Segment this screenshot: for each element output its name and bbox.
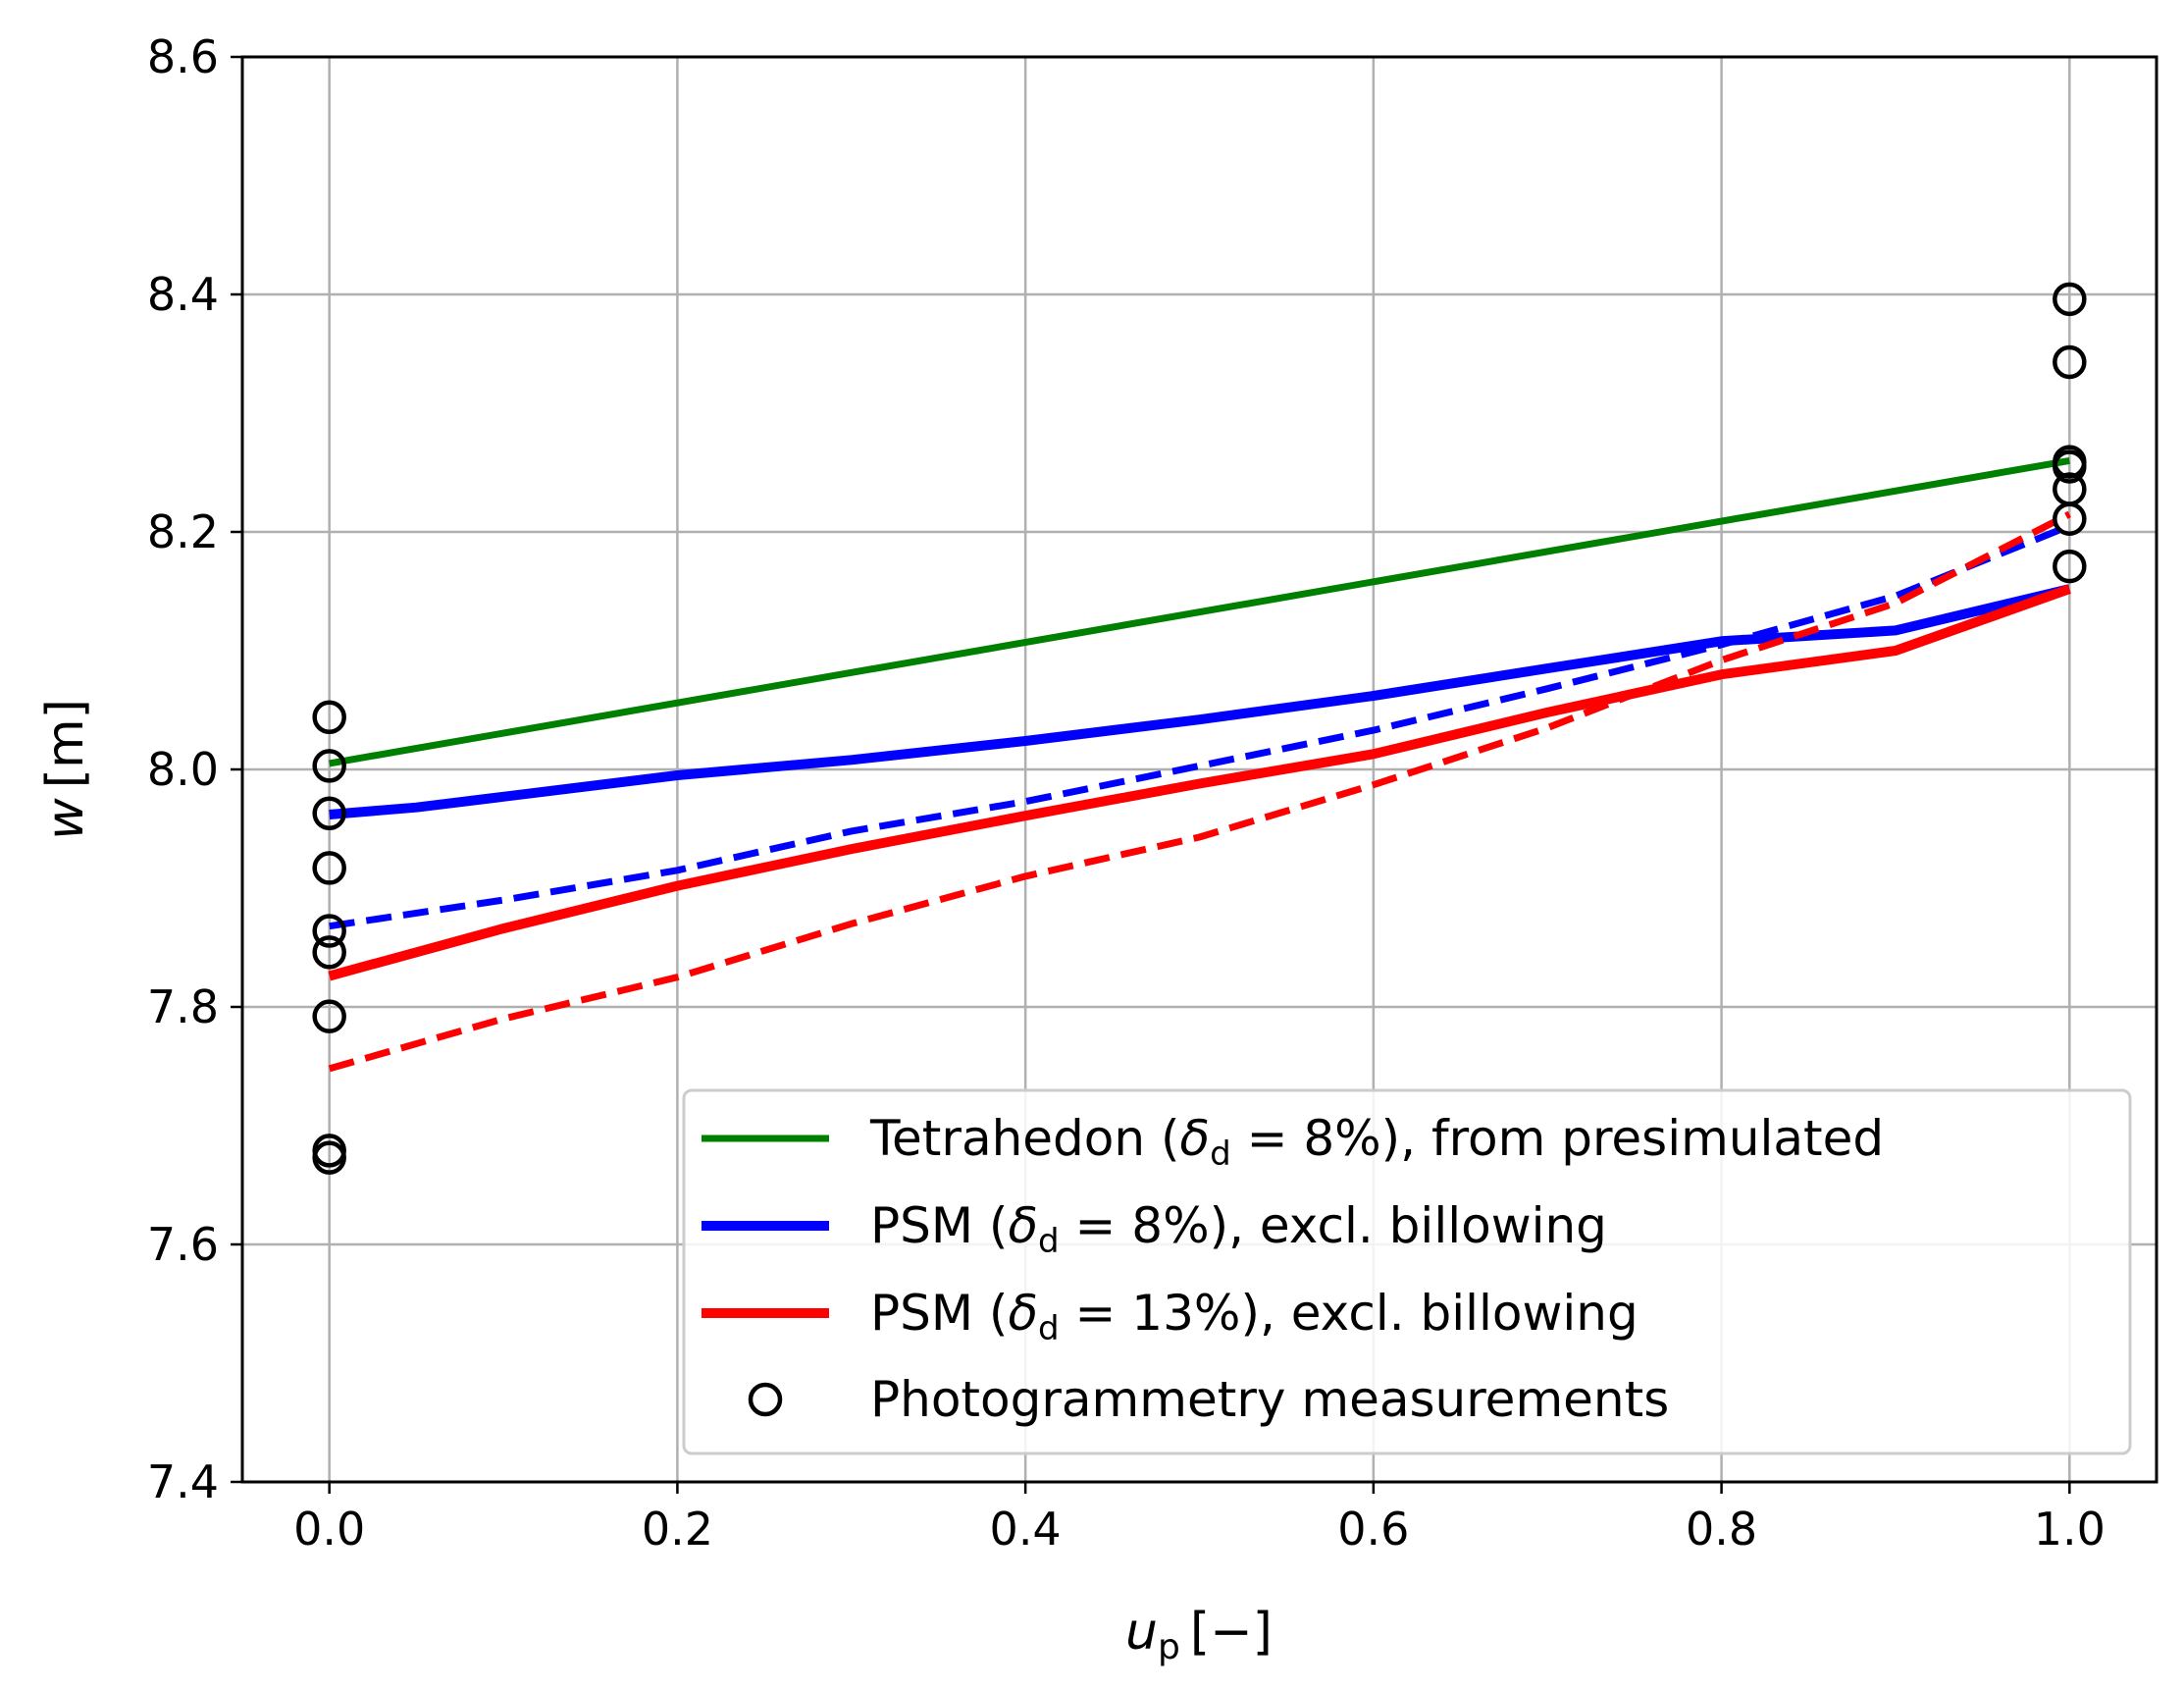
x-ticks: 0.0 0.2 0.4 0.6 0.8 1.0	[293, 1482, 2106, 1556]
series-layer	[328, 456, 2071, 1073]
y-tick-label: 8.4	[147, 268, 219, 321]
legend-label-psm-8: PSM (δd = 8%), excl. billowing	[870, 1197, 1607, 1261]
y-tick-label: 8.0	[147, 743, 219, 796]
marker-layer	[312, 282, 2087, 1175]
y-axis-label: w [m]	[36, 699, 95, 840]
y-tick-label: 7.8	[147, 980, 219, 1033]
x-axis-label: up [−]	[1125, 1603, 1273, 1667]
photogrammetry-marker	[312, 700, 346, 735]
legend-label-psm-13: PSM (δd = 13%), excl. billowing	[870, 1285, 1638, 1348]
x-tick-label: 0.0	[293, 1503, 365, 1556]
x-tick-label: 0.6	[1337, 1503, 1409, 1556]
photogrammetry-marker	[312, 796, 346, 831]
photogrammetry-marker	[312, 1140, 346, 1175]
legend-frame	[682, 1088, 2132, 1455]
series-line-psm-13-dashed	[328, 510, 2071, 1073]
x-axis-label-var: u	[1125, 1603, 1158, 1662]
x-tick-label: 1.0	[2034, 1503, 2106, 1556]
photogrammetry-marker	[2053, 282, 2087, 317]
photogrammetry-marker	[2053, 344, 2087, 380]
y-tick-label: 8.6	[147, 30, 219, 83]
legend-marker-photogrammetry	[748, 1382, 783, 1417]
x-axis-label-unit: [−]	[1190, 1603, 1273, 1662]
series-line-psm-8-solid	[329, 584, 2071, 819]
photogrammetry-marker	[2053, 549, 2087, 584]
y-axis-label-var: w	[36, 798, 95, 840]
x-tick-label: 0.8	[1686, 1503, 1757, 1556]
legend-label-tetrahedon: Tetrahedon (δd = 8%), from presimulated	[869, 1110, 1884, 1174]
y-tick-label: 7.4	[147, 1455, 219, 1508]
photogrammetry-marker	[2053, 501, 2087, 536]
x-tick-label: 0.2	[642, 1503, 713, 1556]
photogrammetry-marker	[312, 935, 346, 970]
y-ticks: 7.4 7.6 7.8 8.0 8.2 8.4 8.6	[147, 30, 242, 1508]
x-tick-label: 0.4	[990, 1503, 1062, 1556]
series-line-tetrahedon	[329, 456, 2070, 767]
photogrammetry-marker	[2053, 449, 2087, 484]
legend: Tetrahedon (δd = 8%), from presimulated …	[682, 1088, 2132, 1455]
legend-label-photogrammetry: Photogrammetry measurements	[870, 1371, 1669, 1428]
y-tick-label: 7.6	[147, 1218, 219, 1271]
photogrammetry-marker	[312, 999, 346, 1033]
y-tick-label: 8.2	[147, 505, 219, 558]
y-axis-label-unit: [m]	[36, 699, 95, 788]
photogrammetry-marker	[312, 914, 346, 948]
x-axis-label-sub: p	[1158, 1627, 1180, 1667]
photogrammetry-marker	[312, 749, 346, 783]
series-line-psm-13-solid	[328, 584, 2071, 981]
photogrammetry-marker	[312, 851, 346, 885]
